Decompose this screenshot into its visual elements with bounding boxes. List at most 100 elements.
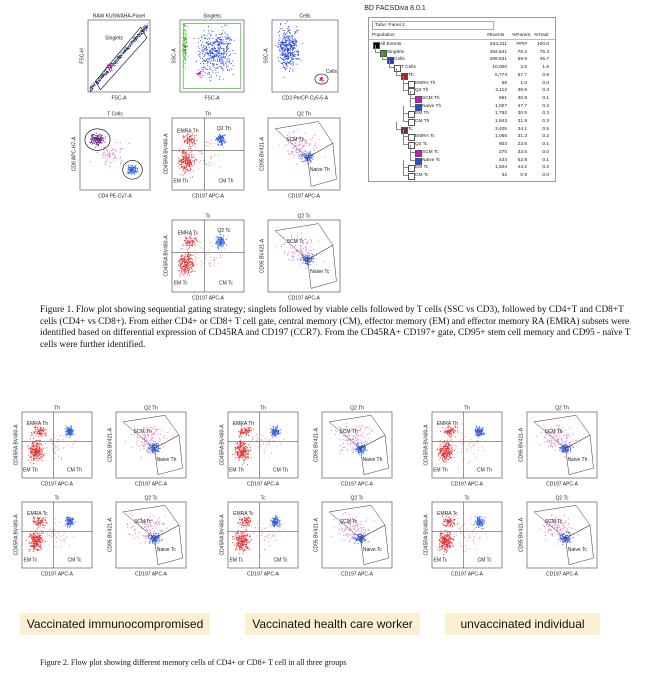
event-dot bbox=[213, 47, 215, 50]
event-dot bbox=[214, 136, 216, 138]
event-dot bbox=[66, 433, 68, 436]
event-dot bbox=[104, 70, 106, 72]
event-dot bbox=[222, 244, 224, 246]
event-dot bbox=[149, 442, 152, 444]
event-dot bbox=[139, 449, 141, 451]
event-dot bbox=[216, 240, 219, 242]
event-dot bbox=[195, 253, 197, 255]
event-dot bbox=[239, 451, 241, 453]
event-dot bbox=[210, 162, 212, 164]
event-dot bbox=[93, 83, 95, 85]
gate-label: EM Th bbox=[23, 467, 38, 473]
x-axis-label: CD197 APC-A bbox=[192, 193, 225, 199]
event-dot bbox=[219, 55, 221, 57]
event-dot bbox=[276, 436, 278, 438]
event-dot bbox=[282, 44, 285, 46]
event-dot bbox=[108, 152, 110, 154]
event-dot bbox=[141, 30, 143, 32]
event-dot bbox=[163, 446, 165, 448]
event-dot bbox=[248, 435, 250, 437]
event-dot bbox=[304, 156, 306, 158]
event-dot bbox=[228, 47, 230, 49]
event-dot bbox=[301, 232, 303, 234]
event-dot bbox=[179, 167, 181, 169]
event-dot bbox=[226, 58, 228, 60]
event-dot bbox=[219, 140, 221, 142]
event-dot bbox=[272, 425, 274, 427]
event-dot bbox=[160, 530, 162, 532]
event-dot bbox=[287, 254, 289, 256]
event-dot bbox=[291, 48, 293, 51]
event-dot bbox=[292, 54, 294, 56]
event-dot bbox=[74, 521, 76, 523]
event-dot bbox=[134, 38, 136, 40]
event-dot bbox=[226, 34, 228, 36]
event-dot bbox=[70, 523, 72, 525]
event-dot bbox=[218, 55, 221, 57]
event-dot bbox=[218, 53, 220, 55]
event-dot bbox=[136, 167, 138, 170]
event-dot bbox=[222, 39, 224, 41]
event-dot bbox=[186, 260, 188, 262]
event-dot bbox=[144, 24, 146, 26]
event-dot bbox=[221, 40, 223, 42]
event-dot bbox=[270, 429, 272, 431]
event-dot bbox=[69, 431, 72, 433]
event-dot bbox=[308, 253, 310, 255]
event-dot bbox=[39, 429, 41, 431]
event-dot bbox=[57, 455, 59, 457]
event-dot bbox=[96, 142, 98, 144]
event-dot bbox=[67, 427, 69, 429]
event-dot bbox=[238, 447, 240, 449]
event-dot bbox=[179, 148, 181, 150]
event-dot bbox=[222, 55, 224, 57]
event-dot bbox=[127, 47, 129, 49]
event-dot bbox=[190, 141, 192, 143]
event-dot bbox=[41, 540, 44, 542]
event-dot bbox=[195, 135, 197, 137]
event-dot bbox=[99, 79, 101, 81]
event-dot bbox=[233, 39, 235, 41]
event-dot bbox=[221, 59, 223, 61]
event-dot bbox=[66, 524, 68, 526]
event-dot bbox=[224, 36, 226, 38]
event-dot bbox=[192, 264, 194, 266]
event-dot bbox=[299, 249, 302, 251]
event-dot bbox=[252, 428, 255, 430]
event-dot bbox=[181, 159, 183, 161]
event-dot bbox=[139, 33, 141, 35]
event-dot bbox=[150, 525, 152, 527]
event-dot bbox=[64, 539, 66, 541]
event-dot bbox=[203, 59, 205, 61]
event-dot bbox=[187, 161, 189, 163]
event-dot bbox=[186, 266, 188, 269]
event-dot bbox=[32, 537, 34, 539]
event-dot bbox=[281, 42, 283, 44]
event-dot bbox=[146, 439, 148, 441]
event-dot bbox=[95, 135, 97, 137]
event-dot bbox=[234, 457, 237, 459]
event-dot bbox=[209, 158, 212, 160]
event-dot bbox=[292, 70, 294, 72]
event-dot bbox=[208, 43, 210, 46]
event-dot bbox=[191, 154, 193, 156]
event-dot bbox=[121, 55, 123, 57]
plot-frame bbox=[79, 117, 151, 191]
event-dot bbox=[193, 159, 195, 161]
event-dot bbox=[191, 155, 193, 157]
event-dot bbox=[227, 45, 229, 47]
event-dot bbox=[288, 48, 290, 50]
event-dot bbox=[97, 143, 99, 145]
event-dot bbox=[35, 431, 37, 433]
event-dot bbox=[151, 442, 153, 445]
event-dot bbox=[248, 427, 250, 430]
event-dot bbox=[181, 154, 183, 157]
event-dot bbox=[32, 519, 34, 521]
event-dot bbox=[301, 259, 303, 261]
event-dot bbox=[310, 246, 312, 248]
event-dot bbox=[310, 138, 312, 141]
event-dot bbox=[223, 64, 225, 66]
event-dot bbox=[282, 35, 284, 37]
event-dot bbox=[315, 143, 317, 145]
event-dot bbox=[291, 63, 293, 65]
